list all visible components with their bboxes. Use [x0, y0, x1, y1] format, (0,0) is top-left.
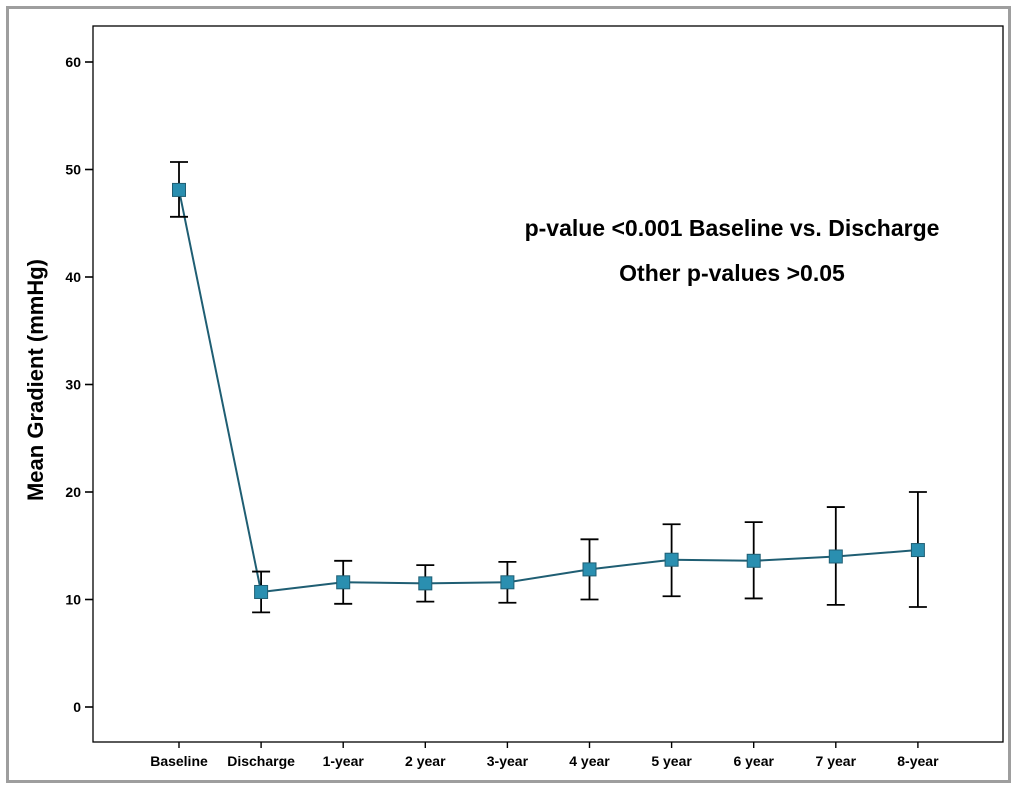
- x-axis: Baseline Discharge 1-year 2 year 3-year 4 yea…: [150, 742, 939, 769]
- x-tick-label: Baseline: [150, 753, 208, 769]
- x-tick-label: 1-year: [323, 753, 365, 769]
- x-tick-label: 8-year: [897, 753, 939, 769]
- y-tick-label: 30: [65, 377, 81, 393]
- data-point: [828, 549, 843, 564]
- data-point: [336, 575, 351, 590]
- data-point: [172, 182, 186, 197]
- x-tick-label: 7 year: [816, 753, 857, 769]
- x-tick-label: 3-year: [487, 753, 529, 769]
- x-tick-label: 5 year: [651, 753, 692, 769]
- data-point: [910, 543, 925, 558]
- series-layer: [170, 161, 927, 614]
- data-point: [664, 552, 679, 567]
- data-point: [500, 575, 515, 590]
- x-tick-label: 4 year: [569, 753, 610, 769]
- data-point: [418, 576, 433, 591]
- annotation-line-2: Other p-values >0.05: [619, 260, 845, 286]
- y-tick-label: 20: [65, 484, 81, 500]
- plot-area: [92, 25, 1004, 743]
- x-tick-label: 6 year: [733, 753, 774, 769]
- figure-frame: [6, 6, 1011, 783]
- data-point: [746, 553, 761, 568]
- y-tick-label: 40: [65, 269, 81, 285]
- y-tick-label: 60: [65, 54, 81, 70]
- y-axis: 0 10 20 30 40 50 60: [65, 54, 93, 715]
- x-tick-label: Discharge: [227, 753, 295, 769]
- y-tick-label: 0: [73, 699, 81, 715]
- annotation-line-1: p-value <0.001 Baseline vs. Discharge: [525, 215, 940, 241]
- series-line: [178, 189, 918, 594]
- data-point: [582, 562, 597, 577]
- x-tick-label: 2 year: [405, 753, 446, 769]
- y-tick-label: 50: [65, 162, 81, 178]
- y-axis-title: Mean Gradient (mmHg): [23, 259, 48, 501]
- y-tick-label: 10: [65, 592, 81, 608]
- data-point: [254, 584, 269, 599]
